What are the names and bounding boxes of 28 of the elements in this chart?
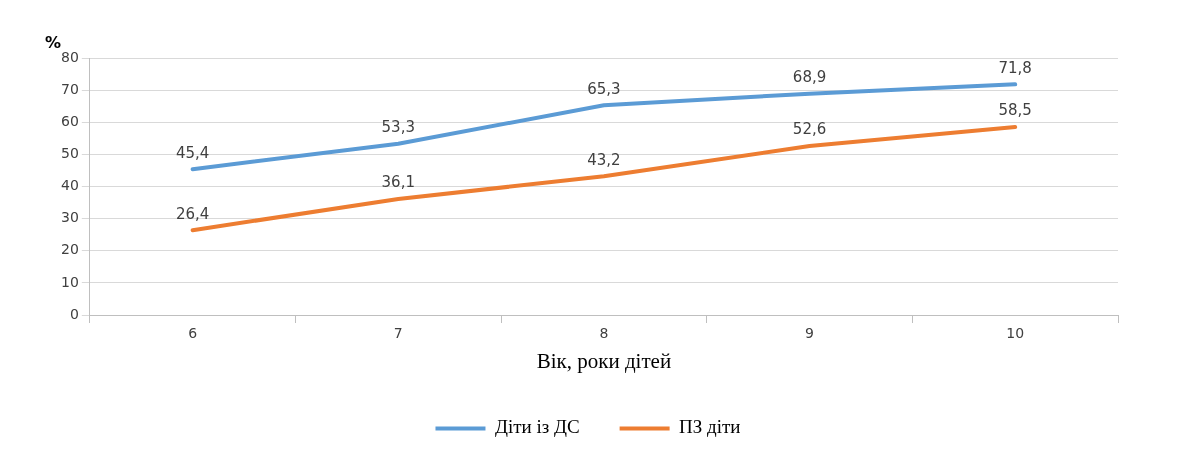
data-label: 52,6 [792, 120, 827, 139]
y-tick-label: 80 [60, 48, 79, 65]
y-tick-label: 50 [60, 145, 79, 162]
data-label: 45,4 [175, 143, 210, 162]
data-label: 36,1 [381, 173, 415, 192]
x-tick-label: 10 [1006, 325, 1025, 342]
data-label: 58,5 [998, 101, 1032, 120]
data-label: 65,3 [587, 79, 621, 98]
x-tick-label: 6 [188, 325, 198, 342]
data-label: 71,8 [998, 58, 1032, 77]
y-tick-label: 0 [69, 305, 79, 322]
x-tick-label: 7 [393, 325, 403, 342]
x-tick-label: 8 [599, 325, 609, 342]
legend-label: Діти із ДС [494, 416, 580, 438]
data-label: 53,3 [381, 118, 415, 137]
y-tick-label: 60 [60, 112, 79, 129]
data-label: 43,2 [587, 150, 621, 169]
data-label: 68,9 [792, 68, 827, 87]
y-tick-label: 70 [60, 80, 79, 97]
y-tick-label: 20 [60, 241, 79, 258]
y-axis-title: % [44, 33, 62, 53]
y-tick-label: 30 [60, 209, 79, 226]
x-tick-label: 9 [805, 325, 815, 342]
x-axis-title: Вік, роки дітей [536, 348, 672, 373]
data-label: 26,4 [175, 204, 210, 223]
y-tick-label: 40 [60, 177, 79, 194]
y-tick-label: 10 [60, 273, 79, 290]
legend-label: ПЗ діти [679, 416, 741, 438]
